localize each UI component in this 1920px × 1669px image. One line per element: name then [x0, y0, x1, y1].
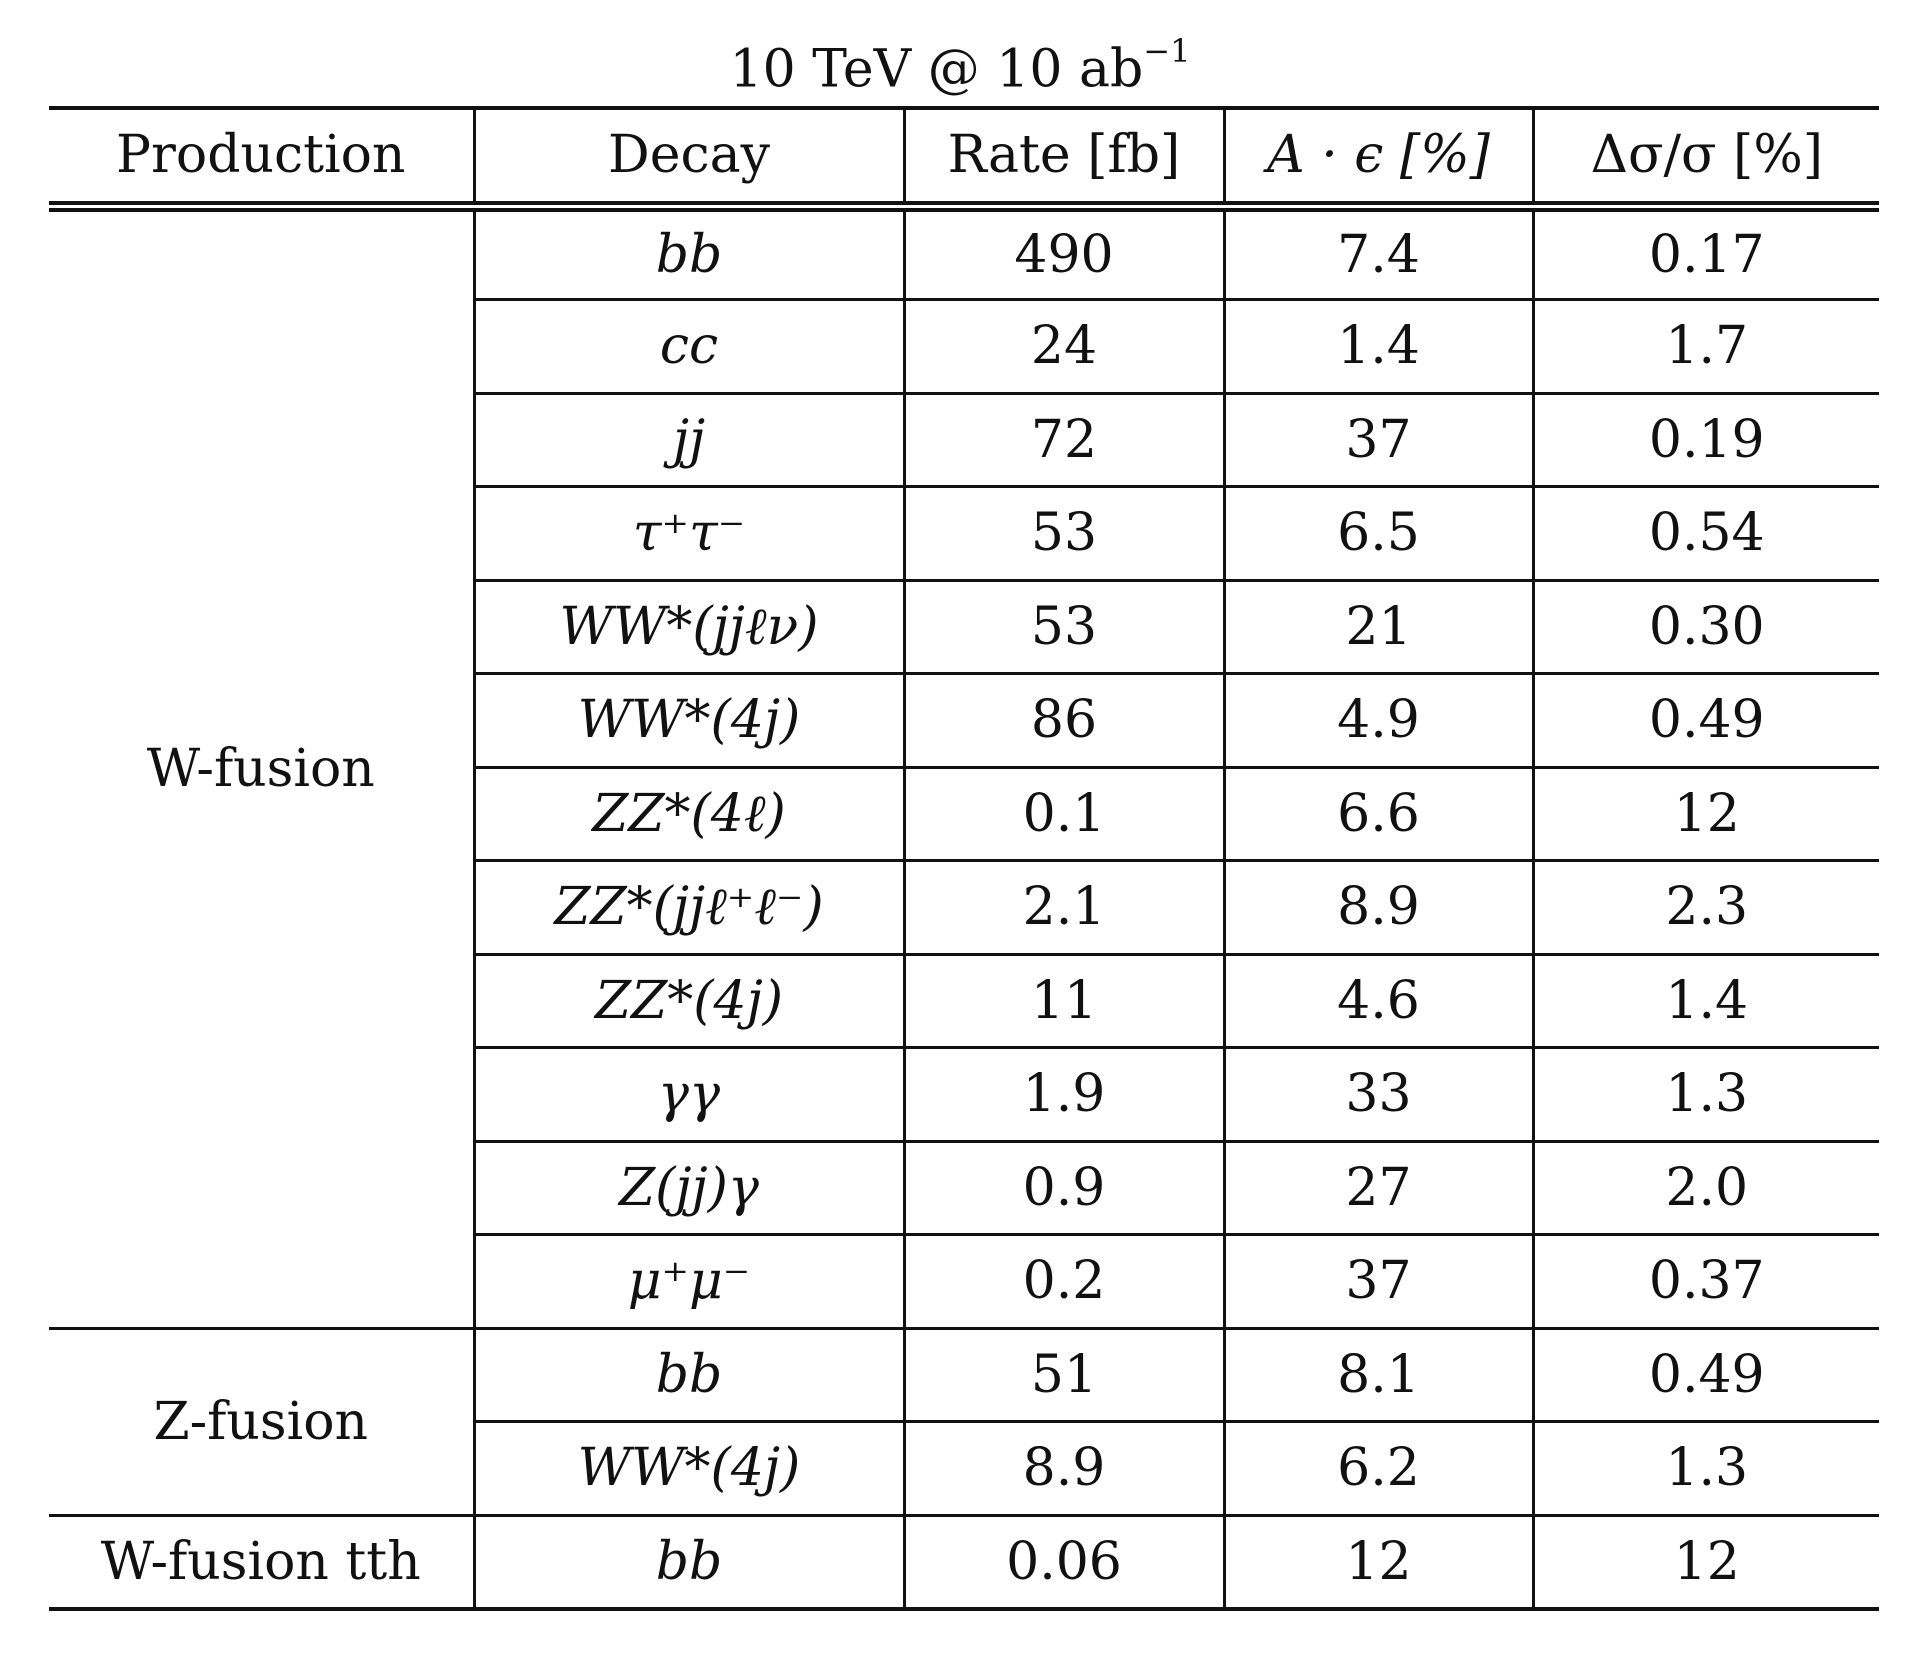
decay-cell: WW*(4j)	[472, 673, 904, 769]
higgs-rates-table: Production Decay Rate [fb] A · ϵ [%] Δσ/…	[49, 106, 1879, 1611]
uncertainty-cell: 1.4	[1531, 954, 1879, 1049]
acceptance-cell: 4.9	[1222, 673, 1533, 769]
rate-cell: 1.9	[902, 1047, 1224, 1143]
acceptance-cell: 33	[1222, 1047, 1533, 1143]
production-cell: W-fusion	[49, 206, 474, 1330]
acceptance-cell: 6.2	[1222, 1421, 1533, 1517]
decay-cell: ZZ*(jjℓ⁺ℓ⁻)	[472, 860, 904, 956]
table-row: jj 72 37 0.19	[49, 393, 1879, 488]
table-caption: 10 TeV @ 10 ab−1	[0, 22, 1920, 104]
table-row: Z-fusion bb 51 8.1 0.49	[49, 1328, 1879, 1517]
table-row: WW*(4j) 8.9 6.2 1.3	[49, 1421, 1879, 1517]
decay-cell: bb	[472, 206, 904, 301]
rate-cell: 72	[902, 393, 1224, 488]
rate-cell: 0.1	[902, 767, 1224, 862]
uncertainty-cell: 0.19	[1531, 393, 1879, 488]
decay-cell: Z(jj)γ	[472, 1141, 904, 1236]
table-row: WW*(4j) 86 4.9 0.49	[49, 673, 1879, 769]
table-row: γγ 1.9 33 1.3	[49, 1047, 1879, 1143]
acceptance-cell: 1.4	[1222, 299, 1533, 395]
table-row: W-fusion tth bb 0.06 12 12	[49, 1515, 1879, 1611]
uncertainty-cell: 0.30	[1531, 580, 1879, 675]
rate-cell: 86	[902, 673, 1224, 769]
rate-cell: 8.9	[902, 1421, 1224, 1517]
acceptance-cell: 37	[1222, 393, 1533, 488]
caption-text: 10 TeV @ 10 ab	[729, 39, 1144, 100]
acceptance-cell: 37	[1222, 1234, 1533, 1330]
header-rate: Rate [fb]	[902, 106, 1224, 212]
decay-cell: τ⁺τ⁻	[472, 486, 904, 582]
table-row: ZZ*(4j) 11 4.6 1.4	[49, 954, 1879, 1049]
rate-cell: 11	[902, 954, 1224, 1049]
acceptance-cell: 8.9	[1222, 860, 1533, 956]
header-decay: Decay	[472, 106, 904, 212]
decay-cell: WW*(jjℓν)	[472, 580, 904, 675]
caption-superscript: −1	[1143, 32, 1191, 70]
decay-cell: WW*(4j)	[472, 1421, 904, 1517]
header-acceptance: A · ϵ [%]	[1222, 106, 1533, 212]
table-row: τ⁺τ⁻ 53 6.5 0.54	[49, 486, 1879, 582]
uncertainty-cell: 1.7	[1531, 299, 1879, 395]
rate-cell: 0.2	[902, 1234, 1224, 1330]
uncertainty-cell: 0.54	[1531, 486, 1879, 582]
decay-cell: μ⁺μ⁻	[472, 1234, 904, 1330]
rate-cell: 53	[902, 580, 1224, 675]
decay-cell: γγ	[472, 1047, 904, 1143]
rate-cell: 490	[902, 206, 1224, 301]
table-row: WW*(jjℓν) 53 21 0.30	[49, 580, 1879, 675]
rate-cell: 53	[902, 486, 1224, 582]
rate-cell: 2.1	[902, 860, 1224, 956]
table-row: μ⁺μ⁻ 0.2 37 0.37	[49, 1234, 1879, 1330]
production-cell: W-fusion tth	[49, 1515, 474, 1611]
rate-cell: 24	[902, 299, 1224, 395]
decay-cell: cc	[472, 299, 904, 395]
table-body: W-fusion bb 490 7.4 0.17 cc 24 1.4 1.7 jj 72 37 0.19…	[49, 206, 1879, 1611]
rate-cell: 0.9	[902, 1141, 1224, 1236]
uncertainty-cell: 1.3	[1531, 1047, 1879, 1143]
uncertainty-cell: 12	[1531, 1515, 1879, 1611]
acceptance-cell: 7.4	[1222, 206, 1533, 301]
uncertainty-cell: 0.17	[1531, 206, 1879, 301]
acceptance-cell: 21	[1222, 580, 1533, 675]
decay-cell: jj	[472, 393, 904, 488]
decay-cell: ZZ*(4j)	[472, 954, 904, 1049]
table-row: ZZ*(4ℓ) 0.1 6.6 12	[49, 767, 1879, 862]
uncertainty-cell: 0.49	[1531, 673, 1879, 769]
uncertainty-cell: 1.3	[1531, 1421, 1879, 1517]
uncertainty-cell: 12	[1531, 767, 1879, 862]
uncertainty-cell: 2.3	[1531, 860, 1879, 956]
decay-cell: bb	[472, 1328, 904, 1423]
uncertainty-cell: 2.0	[1531, 1141, 1879, 1236]
header-uncertainty: Δσ/σ [%]	[1531, 106, 1879, 212]
uncertainty-cell: 0.49	[1531, 1328, 1879, 1423]
decay-cell: ZZ*(4ℓ)	[472, 767, 904, 862]
table-row: ZZ*(jjℓ⁺ℓ⁻) 2.1 8.9 2.3	[49, 860, 1879, 956]
table-row: Z(jj)γ 0.9 27 2.0	[49, 1141, 1879, 1236]
uncertainty-cell: 0.37	[1531, 1234, 1879, 1330]
table-row: W-fusion bb 490 7.4 0.17	[49, 206, 1879, 1330]
header-production: Production	[49, 106, 474, 212]
acceptance-cell: 12	[1222, 1515, 1533, 1611]
acceptance-cell: 4.6	[1222, 954, 1533, 1049]
acceptance-cell: 6.6	[1222, 767, 1533, 862]
rate-cell: 0.06	[902, 1515, 1224, 1611]
header-row: Production Decay Rate [fb] A · ϵ [%] Δσ/…	[49, 106, 1879, 212]
rate-cell: 51	[902, 1328, 1224, 1423]
table-row: cc 24 1.4 1.7	[49, 299, 1879, 395]
acceptance-cell: 8.1	[1222, 1328, 1533, 1423]
production-cell: Z-fusion	[49, 1328, 474, 1517]
acceptance-cell: 27	[1222, 1141, 1533, 1236]
acceptance-cell: 6.5	[1222, 486, 1533, 582]
decay-cell: bb	[472, 1515, 904, 1611]
